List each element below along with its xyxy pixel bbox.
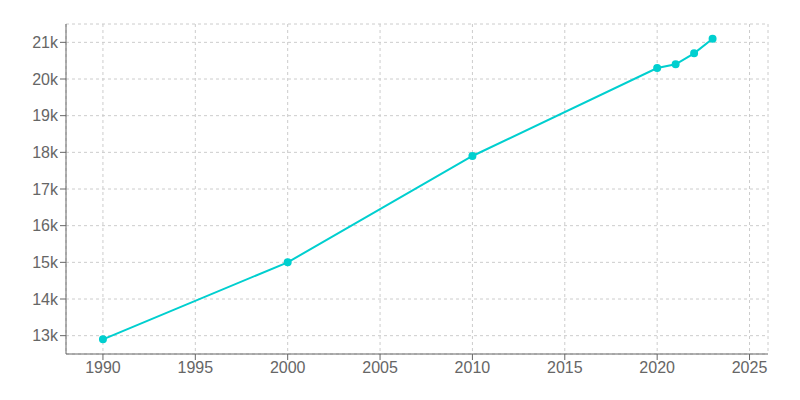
svg-text:2015: 2015 — [547, 359, 583, 376]
svg-text:15k: 15k — [32, 254, 59, 271]
svg-text:2005: 2005 — [362, 359, 398, 376]
svg-text:1995: 1995 — [178, 359, 214, 376]
svg-text:19k: 19k — [32, 107, 59, 124]
svg-text:18k: 18k — [32, 144, 59, 161]
svg-text:1990: 1990 — [85, 359, 121, 376]
svg-text:20k: 20k — [32, 71, 59, 88]
svg-text:2025: 2025 — [732, 359, 768, 376]
svg-text:13k: 13k — [32, 327, 59, 344]
svg-text:2020: 2020 — [639, 359, 675, 376]
svg-text:2010: 2010 — [455, 359, 491, 376]
svg-text:17k: 17k — [32, 181, 59, 198]
svg-text:14k: 14k — [32, 291, 59, 308]
svg-text:2000: 2000 — [270, 359, 306, 376]
svg-text:21k: 21k — [32, 34, 59, 51]
svg-text:16k: 16k — [32, 217, 59, 234]
